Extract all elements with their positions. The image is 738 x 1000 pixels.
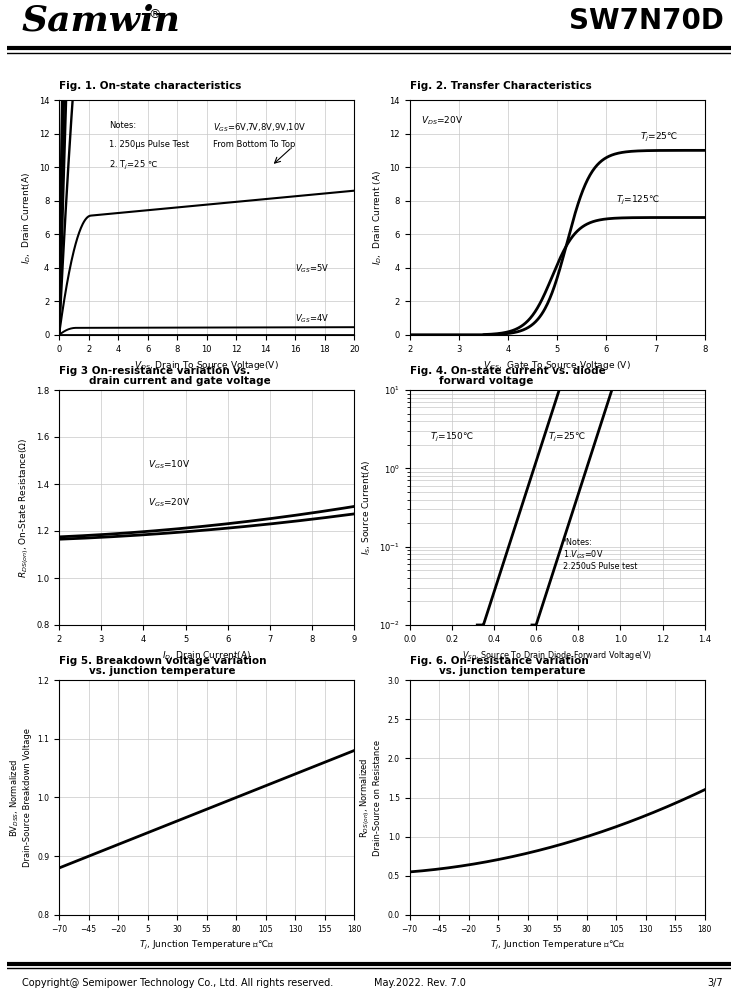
- Text: forward voltage: forward voltage: [439, 376, 534, 386]
- Text: From Bottom To Top: From Bottom To Top: [213, 140, 295, 149]
- Text: Copyright@ Semipower Technology Co., Ltd. All rights reserved.: Copyright@ Semipower Technology Co., Ltd…: [22, 978, 333, 988]
- Text: 1. 250μs Pulse Test: 1. 250μs Pulse Test: [109, 140, 190, 149]
- Text: Fig. 6. On-resistance variation: Fig. 6. On-resistance variation: [410, 656, 588, 666]
- Text: $T_j$=25℃: $T_j$=25℃: [548, 430, 586, 444]
- Text: vs. junction temperature: vs. junction temperature: [439, 666, 586, 676]
- Text: $V_{GS}$=6V,7V,8V,9V,10V: $V_{GS}$=6V,7V,8V,9V,10V: [213, 121, 306, 134]
- Text: $V_{GS}$=10V: $V_{GS}$=10V: [148, 459, 190, 471]
- Text: Fig. 2. Transfer Characteristics: Fig. 2. Transfer Characteristics: [410, 81, 591, 91]
- X-axis label: $T_j$, Junction Temperature （℃）: $T_j$, Junction Temperature （℃）: [489, 939, 625, 952]
- Text: vs. junction temperature: vs. junction temperature: [89, 666, 235, 676]
- Y-axis label: BV$_{DSS}$, Normalized
Drain-Source Breakdown Voltage: BV$_{DSS}$, Normalized Drain-Source Brea…: [9, 728, 32, 867]
- Text: $T_j$=125℃: $T_j$=125℃: [616, 194, 660, 207]
- Text: 2. T$_j$=25 ℃: 2. T$_j$=25 ℃: [109, 159, 158, 172]
- Y-axis label: R$_{DS(on)}$, Normalized
Drain-Source on Resistance: R$_{DS(on)}$, Normalized Drain-Source on…: [358, 739, 382, 856]
- X-axis label: $V_{DS}$, Drain To Source Voltage(V): $V_{DS}$, Drain To Source Voltage(V): [134, 359, 279, 372]
- Text: SW7N70D: SW7N70D: [568, 7, 723, 35]
- Text: Fig 5. Breakdown voltage variation: Fig 5. Breakdown voltage variation: [59, 656, 266, 666]
- Text: Fig. 1. On-state characteristics: Fig. 1. On-state characteristics: [59, 81, 241, 91]
- Text: Fig 3 On-resistance variation vs.: Fig 3 On-resistance variation vs.: [59, 366, 250, 376]
- Text: ®: ®: [148, 8, 161, 21]
- X-axis label: $V_{SD}$, Source To Drain Diode Forward Voltage(V): $V_{SD}$, Source To Drain Diode Forward …: [462, 649, 652, 662]
- Text: Samwin: Samwin: [22, 4, 181, 38]
- X-axis label: $V_{GS}$,  Gate To Source Voltage (V): $V_{GS}$, Gate To Source Voltage (V): [483, 359, 631, 372]
- Y-axis label: $I_D$,  Drain Current (A): $I_D$, Drain Current (A): [371, 170, 384, 265]
- Text: *Notes:
1.$V_{GS}$=0V
2.250uS Pulse test: *Notes: 1.$V_{GS}$=0V 2.250uS Pulse test: [563, 538, 638, 571]
- X-axis label: $T_j$, Junction Temperature （℃）: $T_j$, Junction Temperature （℃）: [139, 939, 275, 952]
- Text: 3/7: 3/7: [708, 978, 723, 988]
- Text: $T_j$=150℃: $T_j$=150℃: [430, 430, 474, 444]
- Text: $V_{GS}$=4V: $V_{GS}$=4V: [295, 312, 329, 325]
- Text: Notes:: Notes:: [109, 121, 137, 130]
- Text: May.2022. Rev. 7.0: May.2022. Rev. 7.0: [373, 978, 466, 988]
- Text: $V_{GS}$=20V: $V_{GS}$=20V: [148, 497, 190, 509]
- Text: $V_{DS}$=20V: $V_{DS}$=20V: [421, 114, 463, 127]
- Text: $V_{GS}$=5V: $V_{GS}$=5V: [295, 263, 329, 275]
- X-axis label: $I_D$, Drain Current(A): $I_D$, Drain Current(A): [162, 649, 251, 662]
- Text: drain current and gate voltage: drain current and gate voltage: [89, 376, 270, 386]
- Text: $T_j$=25℃: $T_j$=25℃: [640, 131, 677, 144]
- Y-axis label: $I_D$,  Drain Current(A): $I_D$, Drain Current(A): [21, 171, 33, 264]
- Y-axis label: $R_{DS(on)}$, On-State Resistance(Ω): $R_{DS(on)}$, On-State Resistance(Ω): [17, 437, 30, 578]
- Y-axis label: $I_S$, Source Current(A): $I_S$, Source Current(A): [361, 460, 373, 555]
- Text: Fig. 4. On-state current vs. diode: Fig. 4. On-state current vs. diode: [410, 366, 605, 376]
